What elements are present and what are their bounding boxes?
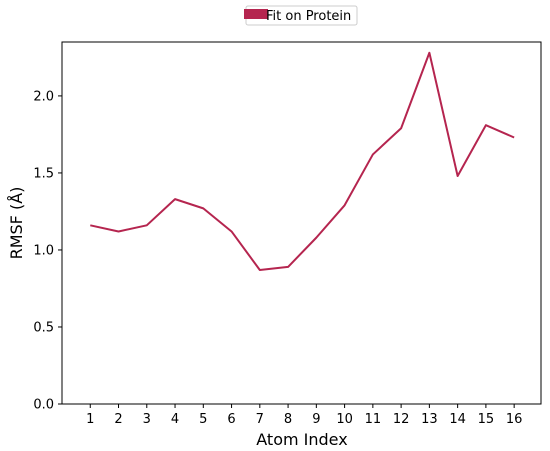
y-tick-label: 0.0 (33, 398, 54, 413)
x-tick-label: 5 (199, 412, 207, 427)
y-tick-label: 1.0 (33, 243, 54, 258)
x-tick-label: 12 (393, 412, 410, 427)
x-tick-label: 6 (227, 412, 235, 427)
legend-label: Fit on Protein (266, 9, 351, 24)
x-axis: 1 2 3 4 5 6 7 8 9 10 11 12 13 14 15 16 (86, 404, 522, 427)
x-tick-label: 8 (284, 412, 292, 427)
y-axis-label: RMSF (Å) (7, 187, 26, 260)
legend-swatch (244, 9, 268, 19)
legend: Fit on Protein (244, 5, 358, 26)
y-tick-label: 2.0 (33, 89, 54, 104)
x-tick-label: 15 (478, 412, 495, 427)
x-tick-label: 14 (449, 412, 466, 427)
x-tick-label: 4 (171, 412, 179, 427)
x-tick-label: 11 (365, 412, 382, 427)
x-tick-label: 10 (336, 412, 353, 427)
series-line-fit-on-protein (90, 51, 515, 271)
x-tick-label: 16 (506, 412, 523, 427)
x-tick-label: 1 (86, 412, 94, 427)
y-tick-label: 0.5 (33, 320, 54, 335)
plot-frame (61, 41, 542, 405)
x-tick-label: 2 (114, 412, 122, 427)
x-tick-label: 3 (143, 412, 151, 427)
x-axis-label: Atom Index (256, 430, 347, 449)
y-tick-label: 1.5 (33, 166, 54, 181)
x-tick-label: 13 (421, 412, 438, 427)
y-axis: 0.0 0.5 1.0 1.5 2.0 (33, 89, 62, 413)
x-tick-label: 7 (256, 412, 264, 427)
x-tick-label: 9 (312, 412, 320, 427)
